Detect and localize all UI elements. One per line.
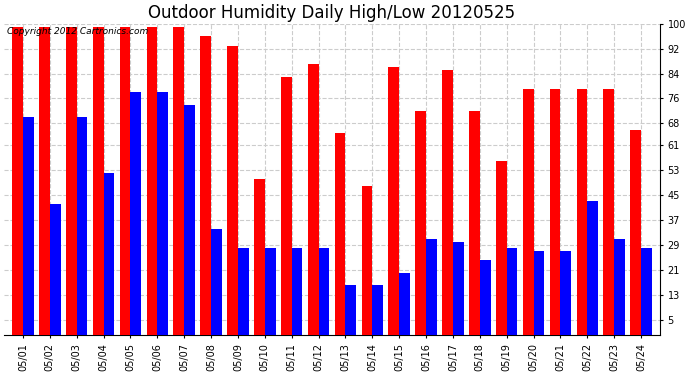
Bar [346, 285, 356, 335]
Bar [506, 248, 518, 335]
Bar [50, 204, 61, 335]
Bar [400, 273, 410, 335]
Bar [469, 111, 480, 335]
Bar [550, 89, 560, 335]
Bar [496, 161, 506, 335]
Bar [93, 27, 104, 335]
Bar [453, 242, 464, 335]
Bar [184, 105, 195, 335]
Bar [373, 285, 383, 335]
Bar [560, 251, 571, 335]
Bar [146, 27, 157, 335]
Bar [130, 92, 141, 335]
Bar [614, 238, 625, 335]
Bar [292, 248, 302, 335]
Bar [200, 36, 211, 335]
Bar [238, 248, 248, 335]
Bar [308, 64, 319, 335]
Text: Copyright 2012 Cartronics.com: Copyright 2012 Cartronics.com [8, 27, 148, 36]
Bar [265, 248, 275, 335]
Title: Outdoor Humidity Daily High/Low 20120525: Outdoor Humidity Daily High/Low 20120525 [148, 4, 515, 22]
Bar [39, 27, 50, 335]
Bar [319, 248, 329, 335]
Bar [335, 133, 346, 335]
Bar [173, 27, 184, 335]
Bar [77, 117, 88, 335]
Bar [227, 45, 238, 335]
Bar [630, 130, 641, 335]
Bar [66, 27, 77, 335]
Bar [603, 89, 614, 335]
Bar [523, 89, 533, 335]
Bar [577, 89, 587, 335]
Bar [119, 27, 130, 335]
Bar [23, 117, 34, 335]
Bar [254, 179, 265, 335]
Bar [388, 67, 400, 335]
Bar [12, 27, 23, 335]
Bar [281, 76, 292, 335]
Bar [587, 201, 598, 335]
Bar [415, 111, 426, 335]
Bar [362, 186, 373, 335]
Bar [211, 229, 221, 335]
Bar [442, 70, 453, 335]
Bar [157, 92, 168, 335]
Bar [480, 260, 491, 335]
Bar [426, 238, 437, 335]
Bar [533, 251, 544, 335]
Bar [641, 248, 652, 335]
Bar [104, 173, 115, 335]
